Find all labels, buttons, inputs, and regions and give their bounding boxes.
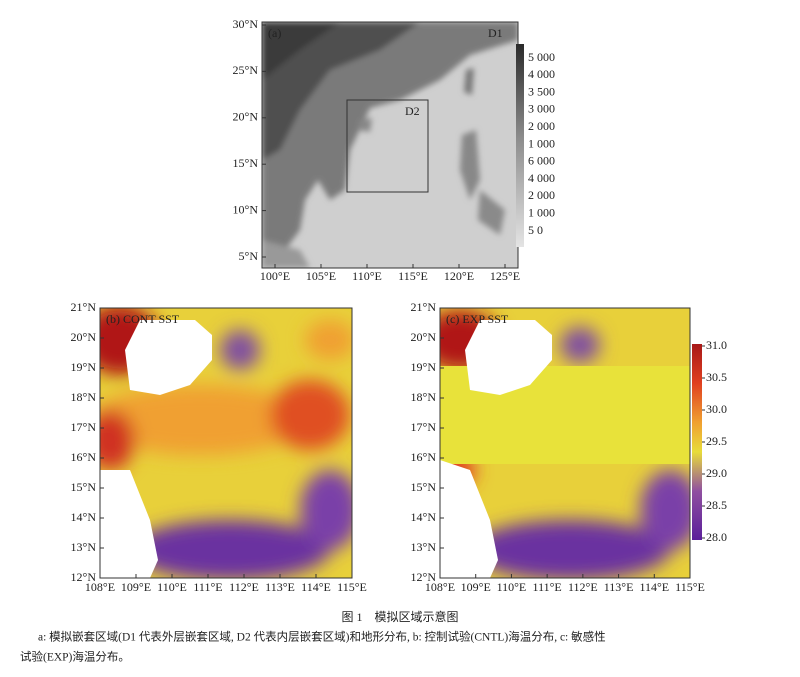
y-tick-label: 17°N [411,420,437,434]
y-tick-label: 13°N [411,540,437,554]
panel-label: (b) CONT SST [106,312,180,326]
y-tick-label: 20°N [71,330,97,344]
y-tick-label: 12°N [71,570,97,584]
x-tick-label: 110°E [157,580,187,594]
colorbar-label: 1 000 [528,205,555,219]
colorbar-label: 28.5 [706,498,727,512]
y-tick-label: 14°N [411,510,437,524]
x-tick-label: 113°E [604,580,634,594]
x-tick-label: 114°E [301,580,331,594]
colorbar-label: 29.0 [706,466,727,480]
colorbar-label: 2 000 [528,188,555,202]
domain-label: D2 [405,104,420,118]
colorbar-label: 31.0 [706,338,727,352]
x-tick-label: 120°E [444,269,474,283]
x-tick-label: 110°E [497,580,527,594]
colorbar-label: 2 000 [528,119,555,133]
colorbar-label: 4 000 [528,67,555,81]
caption-note: 试验(EXP)海温分布。 [20,650,130,664]
y-tick-label: 30°N [233,17,259,31]
x-tick-label: 112°E [568,580,598,594]
y-tick-label: 15°N [71,480,97,494]
x-tick-label: 110°E [352,269,382,283]
colorbar-label: 6 000 [528,154,555,168]
colorbar-label: 30.0 [706,402,727,416]
y-tick-label: 19°N [71,360,97,374]
x-tick-label: 115°E [337,580,367,594]
y-tick-label: 25°N [233,63,259,77]
y-tick-label: 19°N [411,360,437,374]
y-tick-label: 20°N [233,110,259,124]
y-tick-label: 14°N [71,510,97,524]
y-tick-label: 10°N [233,202,259,216]
d2-box [346,99,429,193]
colorbar-label: 28.0 [706,530,727,544]
colorbar-label: 5 0 [528,223,543,237]
colorbar-label: 3 000 [528,102,555,116]
sst-map [440,308,690,578]
y-tick-label: 16°N [71,450,97,464]
x-tick-label: 108°E [85,580,115,594]
caption-note: a: 模拟嵌套区域(D1 代表外层嵌套区域, D2 代表内层嵌套区域)和地形分布… [38,630,606,644]
map-frame [439,307,691,579]
y-tick-label: 15°N [411,480,437,494]
panel-label: (a) [268,26,281,40]
y-tick-label: 18°N [71,390,97,404]
x-tick-label: 111°E [193,580,222,594]
y-tick-label: 16°N [411,450,437,464]
x-tick-label: 109°E [461,580,491,594]
x-tick-label: 125°E [490,269,520,283]
colorbar-label: 29.5 [706,434,727,448]
colorbar-label: 5 000 [528,50,555,64]
y-tick-label: 18°N [411,390,437,404]
y-tick-label: 13°N [71,540,97,554]
y-tick-label: 20°N [411,330,437,344]
x-tick-label: 114°E [639,580,669,594]
x-tick-label: 109°E [121,580,151,594]
y-tick-label: 15°N [233,156,259,170]
sst-map [100,308,352,578]
x-tick-label: 113°E [265,580,295,594]
colorbar [516,44,524,247]
colorbar-label: 3 500 [528,84,555,98]
x-tick-label: 108°E [425,580,455,594]
x-tick-label: 105°E [306,269,336,283]
panel-label: (c) EXP SST [446,312,509,326]
x-tick-label: 115°E [398,269,428,283]
y-tick-label: 21°N [71,300,97,314]
x-tick-label: 112°E [229,580,259,594]
caption-title: 图 1 模拟区域示意图 [341,609,458,624]
x-tick-label: 100°E [260,269,290,283]
y-tick-label: 21°N [411,300,437,314]
colorbar [692,344,702,540]
map-frame [99,307,353,579]
x-tick-label: 111°E [533,580,562,594]
colorbar-label: 4 000 [528,171,555,185]
x-tick-label: 115°E [675,580,705,594]
y-tick-label: 12°N [411,570,437,584]
terrain-map [262,22,518,268]
y-tick-label: 17°N [71,420,97,434]
colorbar-label: 1 000 [528,136,555,150]
domain-label: D1 [488,26,503,40]
y-tick-label: 5°N [239,249,259,263]
colorbar-label: 30.5 [706,370,727,384]
